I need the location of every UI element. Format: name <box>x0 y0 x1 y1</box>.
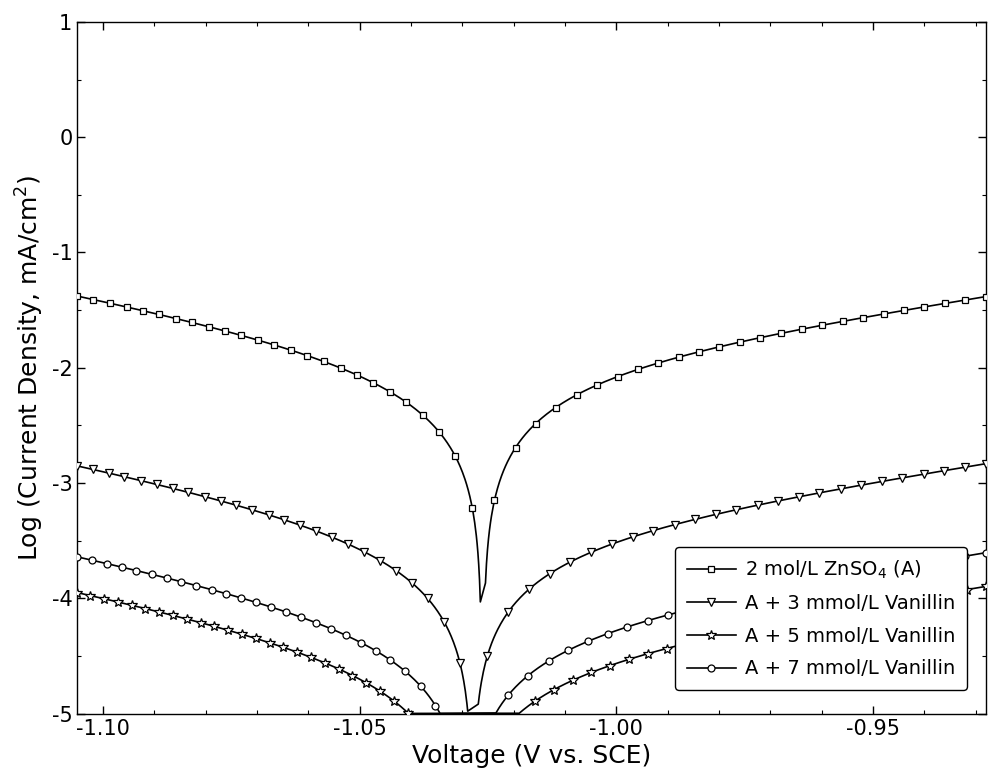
Legend: 2 mol/L ZnSO$_4$ (A), A + 3 mmol/L Vanillin, A + 5 mmol/L Vanillin, A + 7 mmol/L: 2 mol/L ZnSO$_4$ (A), A + 3 mmol/L Vanil… <box>675 547 967 691</box>
Y-axis label: Log (Current Density, mA/cm$^2$): Log (Current Density, mA/cm$^2$) <box>14 174 46 561</box>
X-axis label: Voltage (V vs. SCE): Voltage (V vs. SCE) <box>412 744 651 768</box>
